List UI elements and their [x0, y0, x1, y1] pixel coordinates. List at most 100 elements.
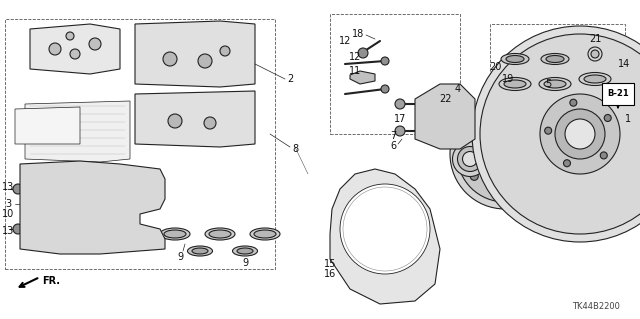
Text: 22: 22 [439, 94, 451, 104]
Text: 18: 18 [352, 29, 364, 39]
Text: 13: 13 [2, 182, 14, 192]
Text: TK44B2200: TK44B2200 [572, 302, 620, 311]
Text: 8: 8 [292, 144, 298, 154]
Ellipse shape [209, 230, 231, 238]
Ellipse shape [499, 78, 531, 91]
Circle shape [38, 182, 82, 226]
Ellipse shape [188, 246, 212, 256]
Text: 11: 11 [349, 66, 361, 76]
Ellipse shape [584, 75, 606, 83]
Text: 10: 10 [2, 209, 14, 219]
Ellipse shape [254, 230, 276, 238]
Circle shape [204, 117, 216, 129]
Circle shape [66, 32, 74, 40]
Text: B-21: B-21 [607, 90, 629, 99]
Ellipse shape [463, 152, 477, 167]
Polygon shape [135, 91, 255, 147]
Text: 12: 12 [339, 36, 351, 46]
Bar [145, 34, 245, 74]
Circle shape [450, 99, 560, 209]
Text: 9: 9 [242, 258, 248, 268]
Bar [5, 19, 275, 269]
Text: 12: 12 [349, 52, 361, 62]
Bar [330, 14, 460, 134]
Circle shape [513, 186, 521, 194]
Circle shape [470, 172, 478, 180]
Polygon shape [135, 21, 255, 87]
Text: 17: 17 [394, 114, 406, 124]
Polygon shape [20, 161, 165, 254]
Bar [502, 57, 520, 71]
Circle shape [70, 49, 80, 59]
Ellipse shape [250, 228, 280, 240]
Polygon shape [415, 84, 475, 149]
Circle shape [540, 94, 620, 174]
Circle shape [395, 99, 405, 109]
Text: 4: 4 [455, 84, 461, 94]
Circle shape [358, 48, 368, 58]
Ellipse shape [452, 142, 488, 176]
Circle shape [604, 115, 611, 122]
Bar [145, 101, 245, 136]
Circle shape [395, 126, 405, 136]
Ellipse shape [205, 228, 235, 240]
Ellipse shape [579, 72, 611, 85]
Circle shape [340, 184, 430, 274]
Circle shape [470, 128, 478, 136]
Polygon shape [330, 169, 440, 304]
Circle shape [472, 26, 640, 242]
Circle shape [381, 85, 389, 93]
Text: 14: 14 [618, 59, 630, 69]
Ellipse shape [232, 246, 257, 256]
Circle shape [565, 119, 595, 149]
Polygon shape [30, 24, 120, 74]
Text: 6: 6 [390, 141, 396, 151]
Circle shape [513, 114, 521, 122]
Circle shape [163, 52, 177, 66]
Text: 19: 19 [502, 74, 514, 84]
Circle shape [381, 57, 389, 65]
Circle shape [220, 46, 230, 56]
Circle shape [49, 43, 61, 55]
Text: 1: 1 [625, 114, 631, 124]
Ellipse shape [504, 80, 526, 88]
Circle shape [570, 99, 577, 106]
Circle shape [487, 136, 523, 172]
Polygon shape [15, 107, 80, 144]
Circle shape [103, 192, 127, 216]
Text: 16: 16 [324, 269, 336, 279]
Circle shape [480, 34, 640, 234]
Text: 3: 3 [5, 199, 11, 209]
Ellipse shape [506, 56, 524, 63]
Ellipse shape [458, 146, 483, 172]
Text: 7: 7 [390, 131, 396, 141]
Ellipse shape [164, 230, 186, 238]
Polygon shape [350, 71, 375, 84]
Circle shape [539, 150, 547, 158]
Circle shape [591, 50, 599, 58]
Ellipse shape [546, 56, 564, 63]
Circle shape [168, 114, 182, 128]
Ellipse shape [237, 248, 253, 254]
Circle shape [198, 54, 212, 68]
Circle shape [89, 38, 101, 50]
Circle shape [600, 152, 607, 159]
Text: 9: 9 [177, 252, 183, 262]
Ellipse shape [501, 54, 529, 64]
Text: 21: 21 [589, 34, 601, 44]
Text: 13: 13 [2, 226, 14, 236]
Ellipse shape [160, 228, 190, 240]
Bar [490, 24, 625, 134]
Text: 15: 15 [324, 259, 336, 269]
Circle shape [563, 160, 570, 167]
Circle shape [13, 224, 23, 234]
Circle shape [555, 109, 605, 159]
Circle shape [97, 186, 133, 222]
FancyBboxPatch shape [602, 83, 634, 105]
Circle shape [13, 184, 23, 194]
Circle shape [475, 124, 535, 184]
Text: 5: 5 [545, 79, 551, 89]
Text: 20: 20 [489, 62, 501, 72]
Ellipse shape [544, 80, 566, 88]
Text: 2: 2 [287, 74, 293, 84]
